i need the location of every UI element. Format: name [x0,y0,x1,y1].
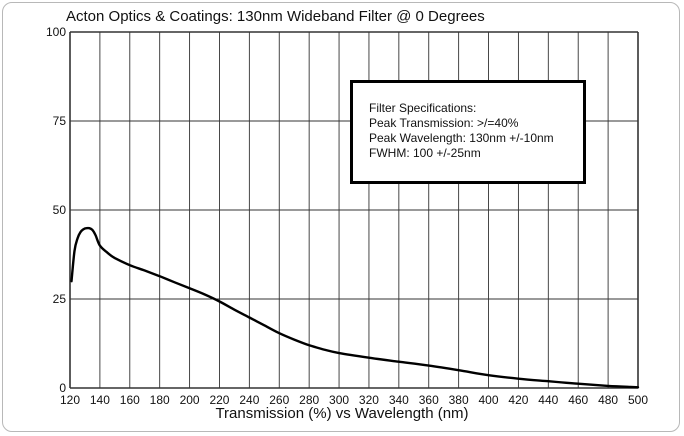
y-tick-label: 50 [53,203,67,217]
spec-heading: Filter Specifications: [369,101,477,115]
spec-fwhm: FWHM: 100 +/-25nm [369,146,481,160]
x-tick-label: 440 [538,393,558,407]
x-axis-title: Transmission (%) vs Wavelength (nm) [215,405,469,422]
y-tick-labels: 100 75 50 25 0 [46,25,66,395]
spec-peak-transmission: Peak Transmission: >/=40% [369,116,519,130]
transmission-curve [70,226,640,389]
x-tick-label: 180 [150,393,170,407]
x-tick-labels: 120 140 160 180 200 220 240 260 280 300 320 340 360 3… [60,393,648,407]
x-tick-label: 460 [568,393,588,407]
x-tick-label: 420 [508,393,528,407]
x-tick-label: 240 [239,393,259,407]
spec-peak-wavelength: Peak Wavelength: 130nm +/-10nm [369,131,554,145]
x-tick-label: 140 [90,393,110,407]
y-tick-label: 25 [53,292,67,306]
x-tick-label: 480 [598,393,618,407]
x-tick-label: 500 [628,393,648,407]
x-tick-label: 200 [180,393,200,407]
x-tick-label: 260 [269,393,289,407]
x-tick-label: 220 [209,393,229,407]
filter-specifications-box: Filter Specifications: Peak Transmission… [350,80,586,184]
x-tick-label: 360 [419,393,439,407]
x-tick-label: 120 [60,393,80,407]
x-tick-label: 340 [389,393,409,407]
chart-frame [2,2,680,432]
x-tick-label: 320 [359,393,379,407]
x-tick-label: 160 [120,393,140,407]
x-tick-label: 300 [329,393,349,407]
x-tick-label: 400 [479,393,499,407]
y-tick-label: 0 [59,381,66,395]
x-tick-label: 380 [449,393,469,407]
chart-title: Acton Optics & Coatings: 130nm Wideband … [66,8,485,25]
y-tick-label: 100 [46,25,66,39]
y-tick-label: 75 [53,114,67,128]
plot-grid [69,31,639,389]
x-tick-label: 280 [299,393,319,407]
